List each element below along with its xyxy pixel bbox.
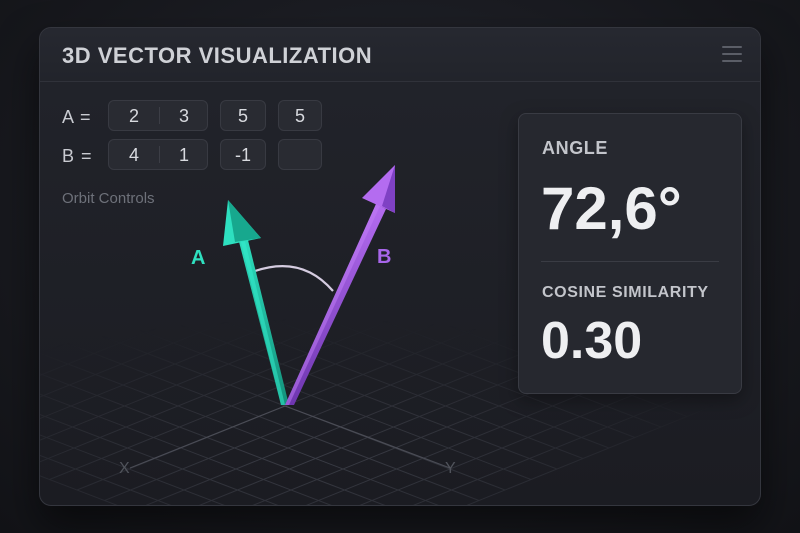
grid-line	[306, 374, 631, 505]
grid-line	[40, 300, 439, 463]
window-title: 3D VECTOR VISUALIZATION	[62, 43, 373, 68]
grid-line	[40, 352, 439, 505]
grid-line	[40, 237, 274, 333]
vector-a-scene-label: A	[191, 247, 206, 269]
vector-a-w-value[interactable]: 5	[278, 100, 322, 131]
grid-line	[40, 373, 386, 505]
vector-a-z-value[interactable]: 5	[220, 100, 266, 131]
panel-divider	[541, 261, 719, 262]
y-axis-label: Y	[445, 460, 456, 477]
grid-line	[359, 384, 659, 505]
vector-b-w-value[interactable]	[278, 139, 322, 170]
vector-b-arrow[interactable]	[285, 165, 395, 405]
x-axis-label: X	[119, 460, 130, 477]
vector-b-y-value[interactable]: 1	[178, 145, 189, 165]
cosine-similarity-label: COSINE SIMILARITY	[542, 284, 709, 301]
grid-line	[466, 405, 714, 505]
grid-line	[49, 311, 466, 480]
angle-value: 72,6°	[541, 175, 682, 242]
hamburger-menu-icon[interactable]	[722, 46, 742, 62]
vector-b-xy-field[interactable]: 4 1	[108, 139, 208, 170]
vector-a-xy-field[interactable]: 2 3	[108, 100, 208, 131]
vector-b-x-value[interactable]: 4	[128, 145, 139, 165]
vector-b-z-value[interactable]: -1	[220, 139, 266, 170]
grid-line	[40, 248, 301, 355]
vector-a-label: A =	[62, 107, 92, 127]
x-axis-line	[129, 405, 286, 469]
grid-line	[40, 279, 384, 420]
cosine-similarity-value: 0.30	[541, 312, 643, 370]
angle-label: ANGLE	[542, 138, 608, 158]
vector-scene[interactable]	[40, 28, 760, 505]
grid-line	[40, 269, 356, 398]
grid-line	[145, 342, 549, 505]
vector-a-arrow[interactable]	[223, 200, 289, 405]
app-window: 3D VECTOR VISUALIZATION	[39, 27, 761, 506]
grid-line	[413, 395, 686, 505]
grid-line	[40, 475, 118, 505]
results-panel: ANGLE 72,6° COSINE SIMILARITY 0.30	[518, 113, 742, 394]
orbit-controls-label[interactable]: Orbit Controls	[62, 190, 155, 207]
title-bar: 3D VECTOR VISUALIZATION	[40, 28, 760, 82]
angle-arc	[254, 264, 334, 292]
grid-line	[40, 434, 225, 505]
vector-a-x-value[interactable]: 2	[128, 106, 139, 126]
grid-line	[40, 290, 411, 441]
vector-a-y-value[interactable]: 3	[178, 106, 189, 126]
vector-b-scene-label: B	[377, 246, 392, 268]
y-axis-line	[284, 405, 451, 469]
vector-b-label: B =	[62, 146, 93, 166]
